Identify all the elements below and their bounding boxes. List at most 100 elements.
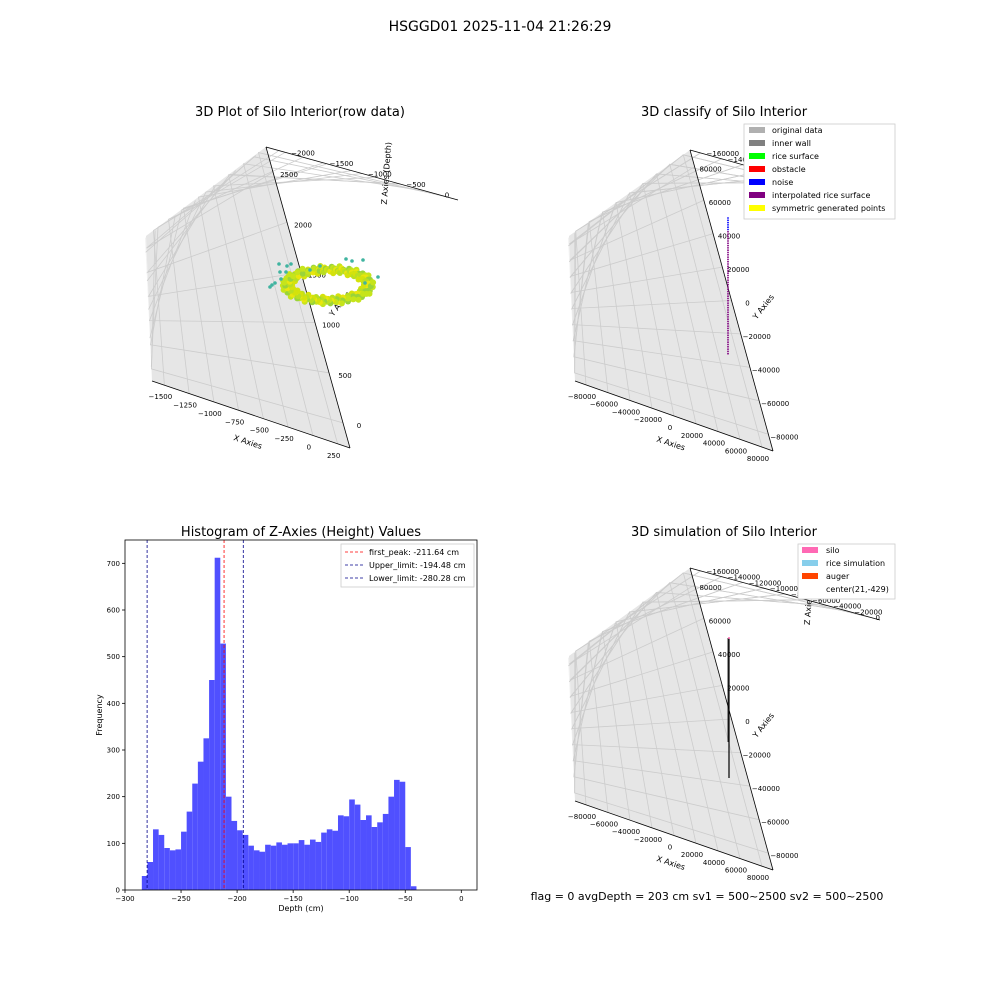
raw-3d-title: 3D Plot of Silo Interior(row data) — [195, 105, 405, 120]
grid-line-z — [145, 156, 439, 253]
x-tick-label: −200 — [227, 895, 246, 903]
grid-line-y — [147, 185, 302, 297]
y-tick-label: 20000 — [727, 266, 749, 274]
histogram-bar — [175, 849, 182, 890]
z-axis-label: Z Axies (Depth) — [380, 142, 393, 205]
grid-line-z — [149, 162, 324, 339]
z-tick-label: −140000 — [728, 574, 761, 582]
legend-swatch — [749, 192, 765, 198]
z-tick-label: −1000 — [368, 171, 392, 179]
classify-point — [727, 325, 729, 327]
legend-swatch — [802, 573, 818, 579]
legend-swatch — [802, 560, 818, 566]
histogram-bar — [360, 820, 367, 890]
histogram-bar — [388, 796, 395, 890]
histogram-bar — [237, 830, 243, 890]
classify-point — [727, 332, 729, 334]
x-tick-label: 250 — [327, 452, 340, 460]
y-tick-label: 100 — [107, 840, 120, 848]
z-tick-label: −120000 — [749, 579, 782, 587]
classify-point — [727, 240, 729, 242]
classify-point — [727, 260, 729, 263]
classify-point — [727, 339, 729, 341]
y-tick-label: 0 — [357, 422, 361, 430]
raw-data-point — [344, 257, 348, 261]
x-tick-label: −20000 — [634, 836, 662, 844]
raw-data-point — [279, 277, 283, 281]
x-tick-label: −60000 — [590, 821, 618, 829]
y-tick-label: −40000 — [752, 366, 780, 374]
legend-label: silo — [826, 546, 840, 555]
legend-swatch — [749, 153, 765, 159]
x-tick-label: 20000 — [681, 851, 703, 859]
raw-data-point — [350, 259, 354, 263]
y-tick-label: 600 — [107, 607, 120, 615]
raw-data-point — [350, 296, 357, 303]
classify-point — [727, 228, 729, 231]
y-tick-label: 1000 — [322, 322, 340, 330]
x-tick-label: 0 — [459, 895, 463, 903]
z-axis-line — [265, 146, 459, 201]
histogram-bar — [343, 816, 350, 890]
classify-point — [727, 336, 729, 339]
classify-point — [727, 350, 729, 353]
histogram-bar — [354, 804, 361, 890]
grid-line-x — [257, 152, 447, 444]
raw-data-point — [355, 296, 362, 303]
x-tick-label: −300 — [115, 895, 134, 903]
grid-line-y — [146, 155, 274, 249]
y-tick-label: 40000 — [718, 233, 740, 241]
legend-label: Upper_limit: -194.48 cm — [369, 561, 466, 570]
legend-swatch — [749, 205, 765, 211]
histogram-bar — [377, 822, 383, 890]
classify-point — [727, 290, 729, 293]
raw-data-point — [338, 300, 345, 307]
histogram-bar — [366, 815, 372, 890]
histogram-bar — [270, 845, 277, 890]
legend-label: Lower_limit: -280.28 cm — [369, 574, 466, 583]
classify-point — [727, 256, 729, 258]
classify-point — [727, 316, 729, 318]
grid-line-z — [569, 591, 828, 698]
legend-label: interpolated rice surface — [772, 191, 870, 200]
classify-point — [727, 304, 729, 307]
x-tick-label: 60000 — [725, 447, 747, 455]
raw-data-point — [361, 258, 365, 262]
grid-line-y — [151, 230, 344, 424]
legend-frame — [340, 543, 475, 588]
classify-point — [727, 352, 729, 355]
z-tick-label: −160000 — [707, 150, 740, 158]
histogram-bar — [248, 845, 254, 890]
x-tick-label: 0 — [307, 443, 311, 451]
classify-point — [727, 226, 729, 229]
x-tick-label: 20000 — [681, 432, 703, 440]
grid-line-z — [148, 173, 363, 310]
classify-point — [727, 320, 729, 323]
x-tick-label: −50 — [398, 895, 413, 903]
histogram-bar — [315, 841, 322, 890]
histogram-bar — [209, 680, 215, 890]
legend-swatch — [802, 547, 818, 553]
raw-data-point — [268, 285, 272, 289]
classify-point — [727, 270, 729, 272]
histogram-bar — [382, 813, 389, 890]
classify-point — [727, 302, 729, 304]
classify-point — [727, 235, 729, 238]
figure-title: HSGGD01 2025-11-04 21:26:29 — [389, 19, 612, 35]
classify-point — [727, 283, 729, 286]
classify-3d-plot: 3D classify of Silo Interior −80000−6000… — [568, 105, 896, 463]
histogram-bar — [265, 844, 271, 890]
x-tick-label: 40000 — [703, 440, 725, 448]
histogram-bar — [147, 862, 154, 890]
x-tick-label: −80000 — [568, 393, 596, 401]
y-tick-label: −80000 — [770, 433, 798, 441]
y-tick-label: 500 — [107, 653, 120, 661]
histogram-bar — [225, 796, 232, 890]
grid-line-z — [571, 593, 786, 730]
histogram-bar — [276, 842, 282, 890]
y-tick-label: 500 — [338, 372, 351, 380]
legend-label: noise — [772, 178, 793, 187]
raw-data-point — [278, 270, 282, 274]
histogram-bar — [158, 834, 165, 890]
